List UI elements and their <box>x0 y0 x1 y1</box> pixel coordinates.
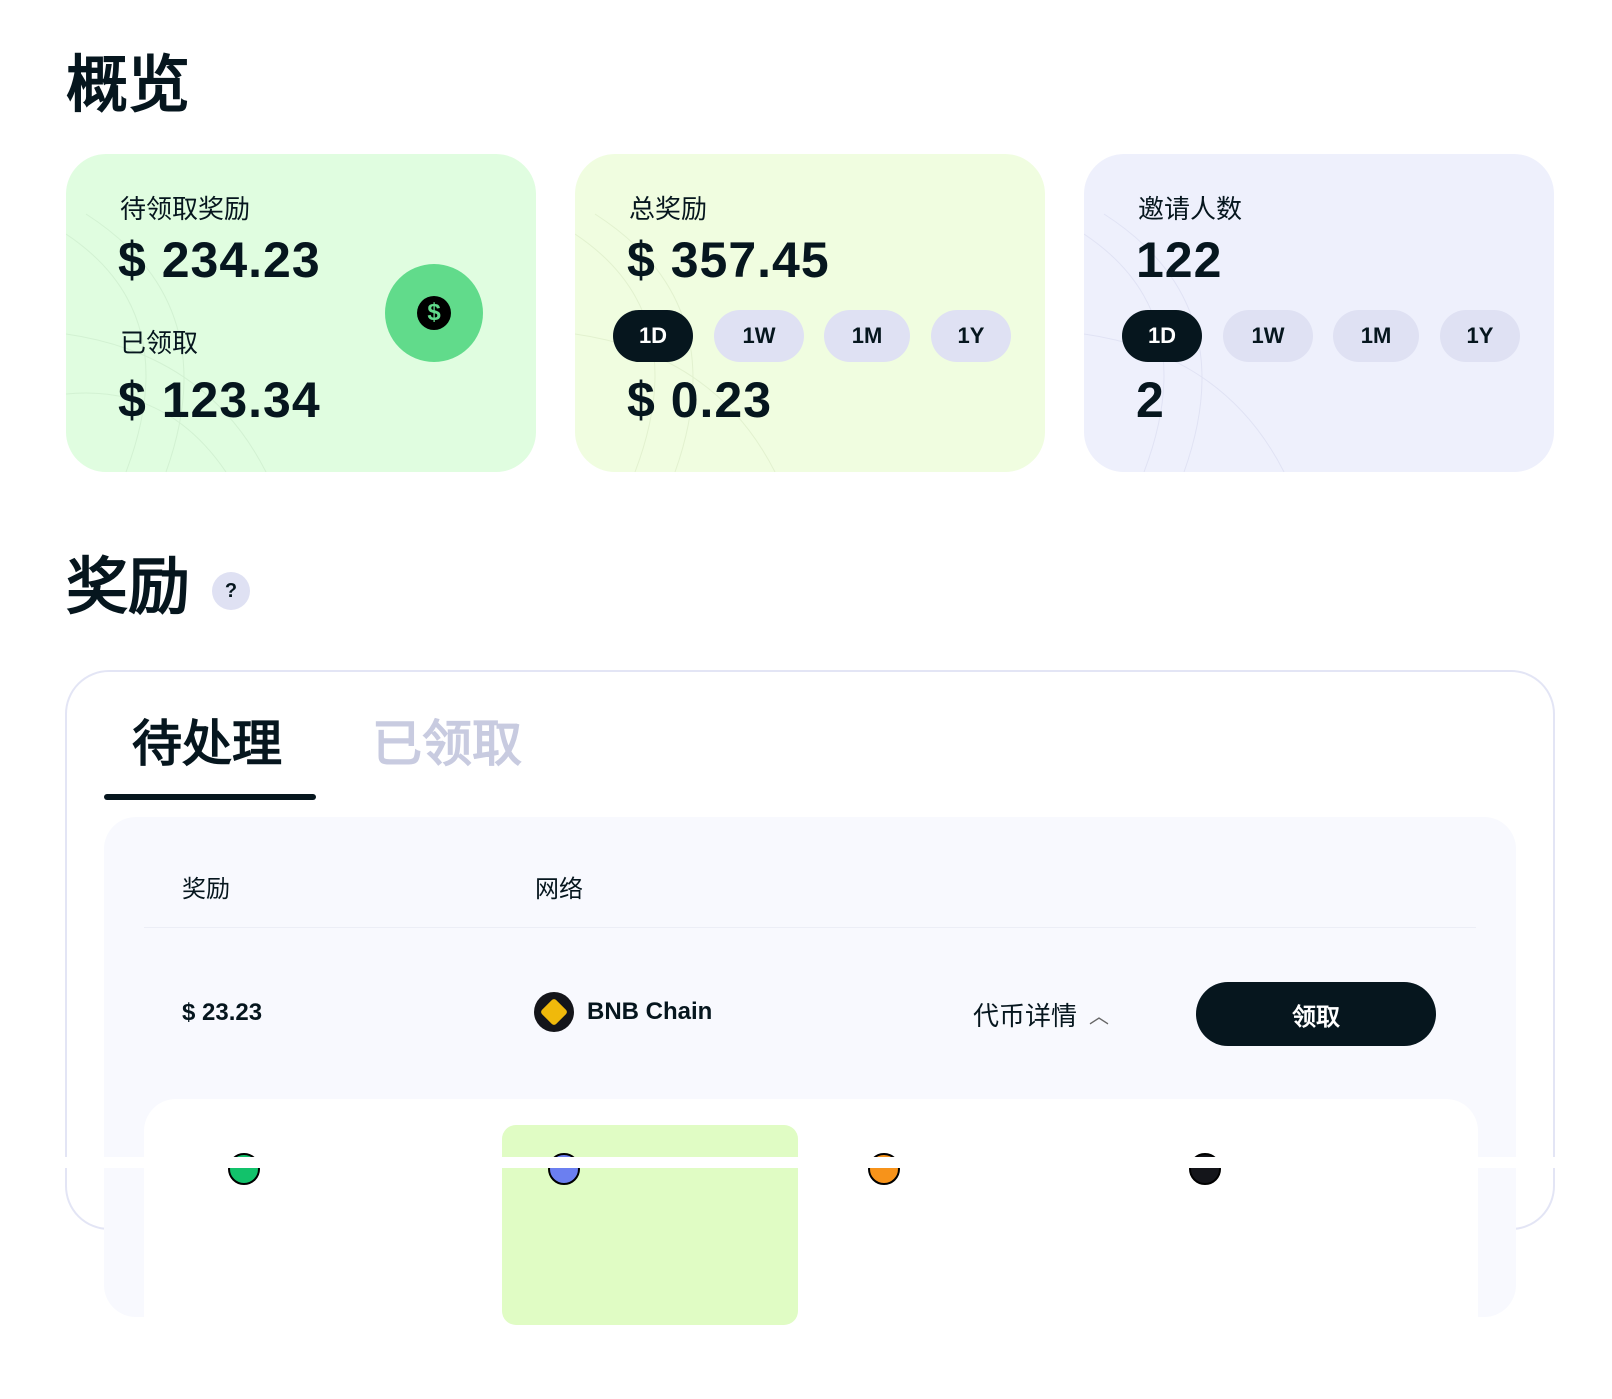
period-1m[interactable]: 1M <box>824 310 910 362</box>
period-1y[interactable]: 1Y <box>931 310 1011 362</box>
selected-token-highlight <box>502 1125 798 1325</box>
viewport-edge <box>0 1157 1612 1168</box>
reward-amount: $ 23.23 <box>182 999 263 1026</box>
column-reward: 奖励 <box>182 876 230 903</box>
token-details-label: 代币详情 <box>973 1001 1078 1031</box>
total-rewards-card: 总奖励 $ 357.45 1D 1W 1M 1Y $ 0.23 <box>575 154 1045 472</box>
token-details-panel <box>144 1099 1478 1399</box>
column-network: 网络 <box>535 876 583 903</box>
period-1y[interactable]: 1Y <box>1440 310 1520 362</box>
period-1w[interactable]: 1W <box>714 310 804 362</box>
invites-period-value: 2 <box>1136 372 1165 428</box>
chevron-up-icon: ︿ <box>1089 1006 1110 1028</box>
active-tab-underline <box>104 794 316 800</box>
tab-pending[interactable]: 待处理 <box>132 716 282 772</box>
pending-rewards-card: 待领取奖励 $ 234.23 已领取 $ 123.34 $ <box>66 154 536 472</box>
network-name: BNB Chain <box>587 998 713 1025</box>
divider <box>144 927 1476 928</box>
dollar-coin-icon: $ <box>385 264 483 362</box>
wave-pattern <box>66 213 267 472</box>
bnb-chain-icon <box>534 992 574 1032</box>
pending-value: $ 234.23 <box>118 232 321 288</box>
total-label: 总奖励 <box>629 194 708 224</box>
period-1d[interactable]: 1D <box>613 310 693 362</box>
period-1d[interactable]: 1D <box>1122 310 1202 362</box>
claimed-value: $ 123.34 <box>118 372 321 428</box>
claimed-label: 已领取 <box>120 328 199 358</box>
period-1w[interactable]: 1W <box>1223 310 1313 362</box>
total-value: $ 357.45 <box>627 232 830 288</box>
rewards-title: 奖励 <box>66 553 191 622</box>
invites-label: 邀请人数 <box>1138 194 1243 224</box>
rewards-panel: 待处理 已领取 奖励 网络 $ 23.23 BNB Chain 代币详情 ︿ 领取 <box>65 670 1555 1399</box>
table-row: $ 23.23 BNB Chain 代币详情 ︿ 领取 <box>104 977 1516 1047</box>
tab-claimed[interactable]: 已领取 <box>372 716 522 772</box>
pending-label: 待领取奖励 <box>120 194 251 224</box>
question-icon[interactable]: ? <box>212 572 250 610</box>
rewards-table: 奖励 网络 $ 23.23 BNB Chain 代币详情 ︿ 领取 <box>104 817 1516 1399</box>
total-period-value: $ 0.23 <box>627 372 773 428</box>
period-1m[interactable]: 1M <box>1333 310 1419 362</box>
claim-button[interactable]: 领取 <box>1196 982 1436 1046</box>
invites-value: 122 <box>1136 232 1223 288</box>
invites-card: 邀请人数 122 1D 1W 1M 1Y 2 <box>1084 154 1554 472</box>
token-details-toggle[interactable]: 代币详情 ︿ <box>973 996 1109 1033</box>
overview-title: 概览 <box>66 51 191 120</box>
